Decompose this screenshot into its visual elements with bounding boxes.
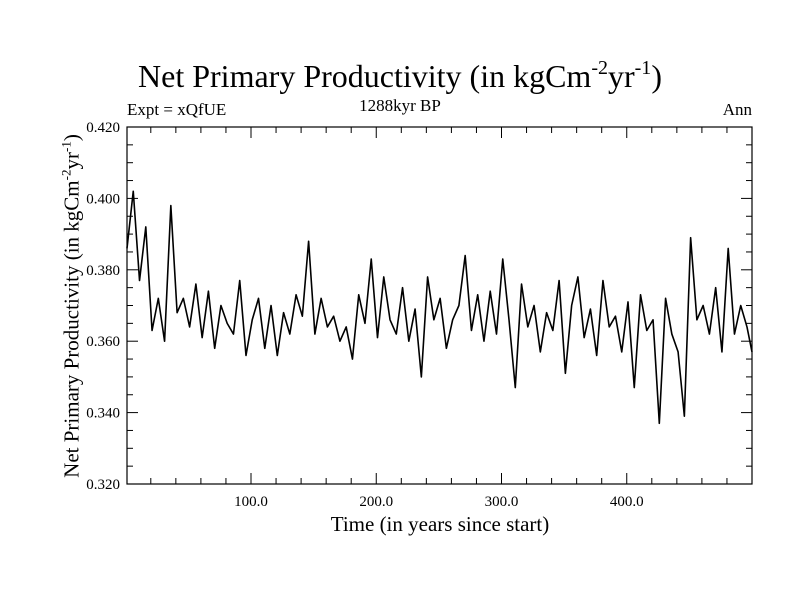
- title-text: Net Primary Productivity (in kgCm: [138, 58, 592, 94]
- title-exponent-time: -1: [634, 57, 652, 79]
- y-tick-label: 0.340: [86, 406, 120, 422]
- ticks-layer: 0.320 0.340 0.360 0.380 0.400 0.420 100.0 200.0…: [86, 120, 752, 510]
- title-exponent-area: -2: [591, 57, 608, 79]
- title-close-paren: ): [651, 58, 662, 94]
- x-tick-label: 100.0: [234, 494, 268, 510]
- title-unit-year: yr: [607, 58, 635, 94]
- series-layer: [126, 190, 753, 425]
- x-tick-label: 200.0: [359, 494, 393, 510]
- chart-subtitle: 1288kyr BP: [359, 96, 441, 115]
- x-tick-label: 300.0: [485, 494, 519, 510]
- season-label: Ann: [722, 100, 752, 119]
- x-axis-label: Time (in years since start): [330, 512, 550, 536]
- experiment-label: Expt = xQfUE: [127, 100, 227, 119]
- x-tick-label: 400.0: [610, 494, 644, 510]
- y-tick-label: 0.380: [86, 263, 120, 279]
- y-tick-label: 0.420: [86, 120, 120, 136]
- y-tick-label: 0.320: [86, 477, 120, 493]
- y-tick-label: 0.400: [86, 191, 120, 207]
- chart-title: Net Primary Productivity (in kgCm-2yr-1): [0, 58, 800, 95]
- y-tick-label: 0.360: [86, 334, 120, 350]
- series-line: [126, 190, 753, 425]
- plot-frame: [126, 126, 753, 485]
